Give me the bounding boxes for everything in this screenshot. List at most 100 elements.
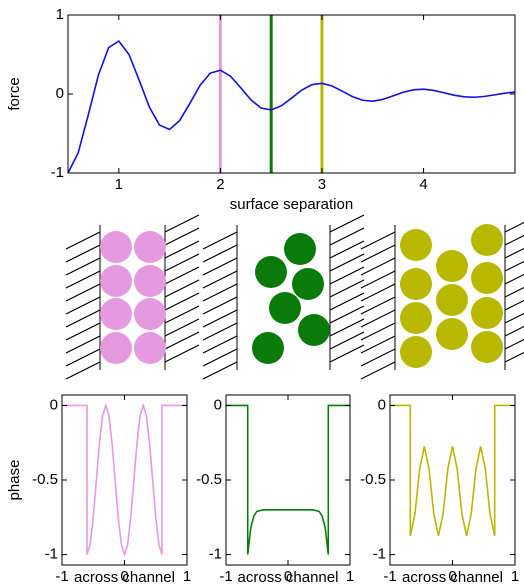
wall-hatch [65, 257, 101, 276]
wall-hatch [164, 227, 200, 246]
particle [471, 331, 503, 363]
wall-hatch [164, 253, 200, 272]
particle [100, 298, 132, 330]
wall-hatch [329, 253, 365, 272]
wall-hatch [65, 322, 101, 341]
particle [269, 292, 301, 324]
wall-hatch [360, 296, 396, 315]
particle [471, 224, 503, 256]
particle [400, 229, 432, 261]
wall-hatch [164, 266, 200, 285]
y-tick-label: -0.5 [360, 471, 386, 488]
particle [100, 265, 132, 297]
wall-hatch [329, 214, 365, 233]
wall-hatch [65, 283, 101, 302]
wall-hatch [504, 351, 524, 363]
wall-hatch [504, 247, 524, 259]
wall-hatch [202, 309, 238, 328]
y-tick-label: -0.5 [32, 471, 58, 488]
wall-hatch [329, 344, 365, 363]
wall-hatch [65, 335, 101, 354]
wall-hatch [65, 296, 101, 315]
wall-hatch [164, 240, 200, 259]
particle [134, 231, 166, 263]
x-tick-label: 0 [284, 568, 292, 584]
y-axis-label: force [6, 77, 23, 110]
wall-hatch [329, 279, 365, 298]
wall-hatch [65, 244, 101, 263]
x-tick-label: 1 [346, 568, 354, 584]
data-line [62, 402, 187, 558]
wall-hatch [202, 335, 238, 354]
wall-hatch [360, 348, 396, 367]
x-tick-label: 1 [511, 568, 519, 584]
wall-hatch [504, 312, 524, 324]
wall-hatch [164, 344, 200, 363]
particle [100, 332, 132, 364]
x-tick-label: 1 [115, 176, 123, 193]
y-tick-label: -0.5 [196, 471, 222, 488]
y-tick-label: 0 [214, 396, 222, 413]
wall-hatch [504, 338, 524, 350]
axes-box [389, 394, 516, 566]
y-tick-label: -1 [51, 164, 64, 181]
particle [255, 256, 287, 288]
x-axis-label: across channel [74, 569, 175, 584]
wall-hatch [504, 273, 524, 285]
particle [471, 262, 503, 294]
wall-hatch [65, 270, 101, 289]
wall-hatch [329, 331, 365, 350]
wall-hatch [202, 270, 238, 289]
wall-hatch [504, 260, 524, 272]
x-tick-label: 0 [448, 568, 456, 584]
particle [134, 332, 166, 364]
particle [436, 250, 468, 282]
particle [292, 268, 324, 300]
wall-hatch [329, 305, 365, 324]
particle [400, 336, 432, 368]
wall-hatch [65, 231, 101, 250]
wall-hatch [202, 244, 238, 263]
data-line [226, 404, 350, 555]
wall-hatch [504, 234, 524, 246]
data-line [390, 404, 515, 537]
wall-hatch [164, 279, 200, 298]
particle [471, 297, 503, 329]
wall-hatch [202, 257, 238, 276]
axes-box [61, 394, 188, 566]
wall-hatch [329, 240, 365, 259]
x-tick-label: 2 [216, 176, 224, 193]
x-tick-label: 1 [183, 568, 191, 584]
wall-hatch [202, 322, 238, 341]
wall-hatch [504, 325, 524, 337]
wall-hatch [504, 286, 524, 298]
particle [436, 284, 468, 316]
wall-hatch [360, 270, 396, 289]
x-tick-label: -1 [219, 568, 232, 584]
wall-hatch [360, 335, 396, 354]
wall-hatch [202, 296, 238, 315]
x-axis-label: surface separation [230, 196, 353, 213]
wall-hatch [202, 283, 238, 302]
particle [134, 298, 166, 330]
wall-hatch [65, 348, 101, 367]
wall-hatch [164, 305, 200, 324]
y-tick-label: -1 [373, 546, 386, 563]
y-tick-label: 1 [56, 6, 64, 23]
y-tick-label: -1 [209, 546, 222, 563]
particle [134, 265, 166, 297]
wall-hatch [164, 331, 200, 350]
wall-hatch [360, 322, 396, 341]
wall-hatch [164, 214, 200, 233]
particle [400, 302, 432, 334]
wall-hatch [202, 348, 238, 367]
y-tick-label: 0 [56, 85, 64, 102]
x-axis-label: across channel [238, 569, 339, 584]
wall-hatch [329, 227, 365, 246]
y-tick-label: 0 [50, 396, 58, 413]
wall-hatch [360, 309, 396, 328]
wall-hatch [329, 292, 365, 311]
wall-hatch [360, 231, 396, 250]
particle [100, 231, 132, 263]
